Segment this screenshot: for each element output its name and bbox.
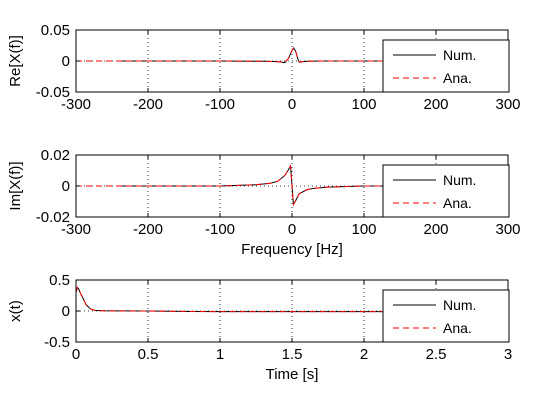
x-tick-label: 0 [288, 221, 296, 238]
x-tick-label: 300 [495, 96, 520, 113]
panel-1: -300 -200 -100 0 100 200 3000.050-0.05Re[X(f)]… [7, 22, 521, 113]
x-tick-label: 100 [351, 96, 376, 113]
legend-label: Num. [443, 172, 476, 188]
y-axis-label: x(t) [7, 300, 24, 322]
y-tick-label: 0.05 [41, 22, 70, 39]
x-tick-label: -200 [133, 221, 163, 238]
x-tick-label: 0 [72, 346, 80, 363]
panel-2: -300 -200 -100 0 100 200 3000.020-0.02Im[X(f)]… [7, 147, 521, 258]
legend: Num. Ana. [383, 290, 509, 342]
y-axis-label: Im[X(f)] [7, 161, 24, 210]
legend-label: Ana. [443, 70, 472, 86]
y-tick-label: -0.02 [36, 209, 70, 226]
x-tick-label: 2 [360, 346, 368, 363]
x-tick-label: 1.5 [282, 346, 303, 363]
y-tick-label: 0 [62, 303, 70, 320]
x-axis-label: Time [s] [266, 366, 319, 383]
x-axis-label: Frequency [Hz] [241, 241, 343, 258]
y-tick-label: -0.5 [44, 334, 70, 351]
legend-label: Num. [443, 297, 476, 313]
y-tick-label: 0.5 [49, 272, 70, 289]
y-tick-label: 0 [62, 178, 70, 195]
y-tick-label: -0.05 [36, 84, 70, 101]
legend: Num. Ana. [383, 165, 509, 217]
x-tick-label: -200 [133, 96, 163, 113]
y-tick-label: 0.02 [41, 147, 70, 164]
x-tick-label: 200 [423, 96, 448, 113]
x-tick-label: 200 [423, 221, 448, 238]
legend: Num. Ana. [383, 40, 509, 92]
x-tick-label: 100 [351, 221, 376, 238]
panel-3: 0 0.5 1 1.5 2 2.5 30.50-0.5x(t)Time [s]Num.Ana… [7, 272, 512, 383]
x-tick-label: 1 [216, 346, 224, 363]
y-axis-label: Re[X(f)] [7, 35, 24, 87]
x-tick-label: -100 [205, 221, 235, 238]
legend-label: Ana. [443, 320, 472, 336]
legend-label: Num. [443, 47, 476, 63]
x-tick-label: 0.5 [138, 346, 159, 363]
x-tick-label: -100 [205, 96, 235, 113]
legend-label: Ana. [443, 195, 472, 211]
x-tick-label: 300 [495, 221, 520, 238]
y-tick-label: 0 [62, 53, 70, 70]
x-tick-label: 0 [288, 96, 296, 113]
x-tick-label: 3 [504, 346, 512, 363]
x-tick-label: 2.5 [426, 346, 447, 363]
